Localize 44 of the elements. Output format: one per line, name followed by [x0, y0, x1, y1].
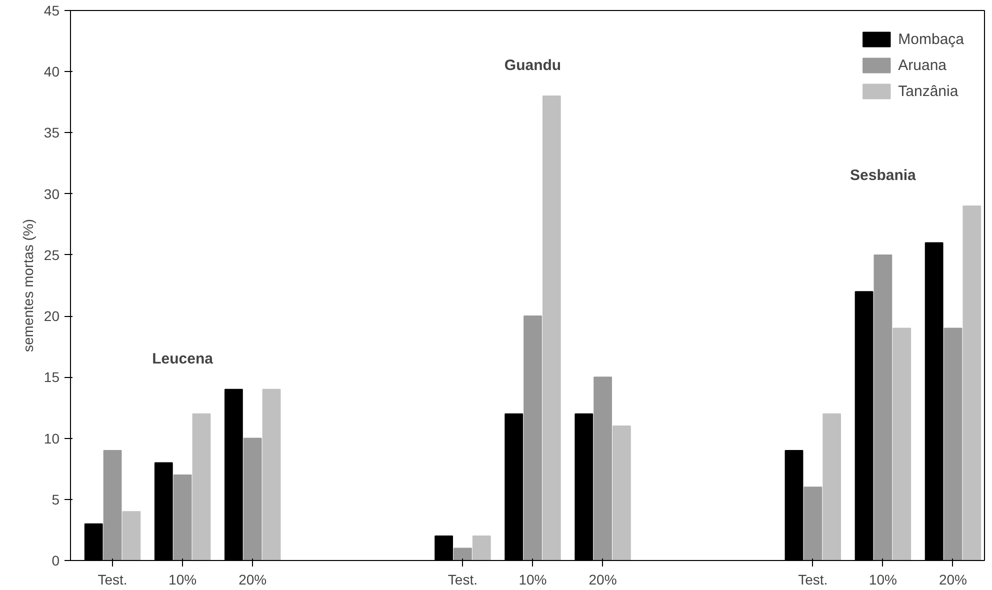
- bar: [454, 548, 472, 560]
- bar: [192, 413, 211, 560]
- y-tick-label: 0: [52, 552, 60, 568]
- y-tick-label: 45: [44, 2, 60, 18]
- y-tick-label: 20: [44, 308, 60, 324]
- bar: [173, 474, 192, 560]
- bar: [822, 413, 842, 560]
- bar: [472, 536, 491, 560]
- y-axis-title: sementes mortas (%): [20, 218, 36, 352]
- x-tick-label: 10%: [518, 572, 547, 588]
- x-tick-label: 20%: [588, 572, 617, 588]
- x-tick-label: 20%: [238, 572, 267, 588]
- x-tick-label: 20%: [938, 572, 968, 588]
- y-tick-label: 10: [44, 430, 60, 446]
- bar: [103, 450, 122, 560]
- bar: [262, 388, 281, 560]
- x-tick-label: 10%: [868, 572, 897, 588]
- legend-label: Aruana: [898, 56, 947, 74]
- y-tick-label: 5: [52, 491, 60, 508]
- bar: [892, 328, 912, 560]
- x-tick-label: Test.: [448, 572, 478, 588]
- y-tick-label: 15: [44, 369, 60, 386]
- annotation: Leucena: [152, 350, 214, 368]
- bar: [962, 206, 982, 560]
- bar: [524, 316, 542, 560]
- y-tick-label: 35: [44, 124, 60, 141]
- bar: [243, 438, 262, 560]
- legend-label: Tanzânia: [898, 82, 958, 100]
- bar: [594, 376, 612, 560]
- x-tick-label: Test.: [798, 572, 828, 588]
- y-tick-label: 40: [44, 64, 60, 80]
- bar: [874, 254, 892, 560]
- bar: [944, 328, 962, 560]
- x-tick-label: Test.: [98, 572, 128, 588]
- y-tick-label: 30: [44, 186, 60, 202]
- bar: [612, 426, 631, 560]
- bar: [804, 486, 822, 560]
- y-tick-label: 25: [44, 246, 60, 263]
- annotation: Guandu: [504, 57, 562, 74]
- bar: [122, 511, 141, 560]
- bar: [542, 96, 561, 560]
- legend-label: Mombaça: [898, 30, 964, 48]
- annotation: Sesbania: [850, 167, 917, 184]
- x-tick-label: 10%: [168, 572, 197, 588]
